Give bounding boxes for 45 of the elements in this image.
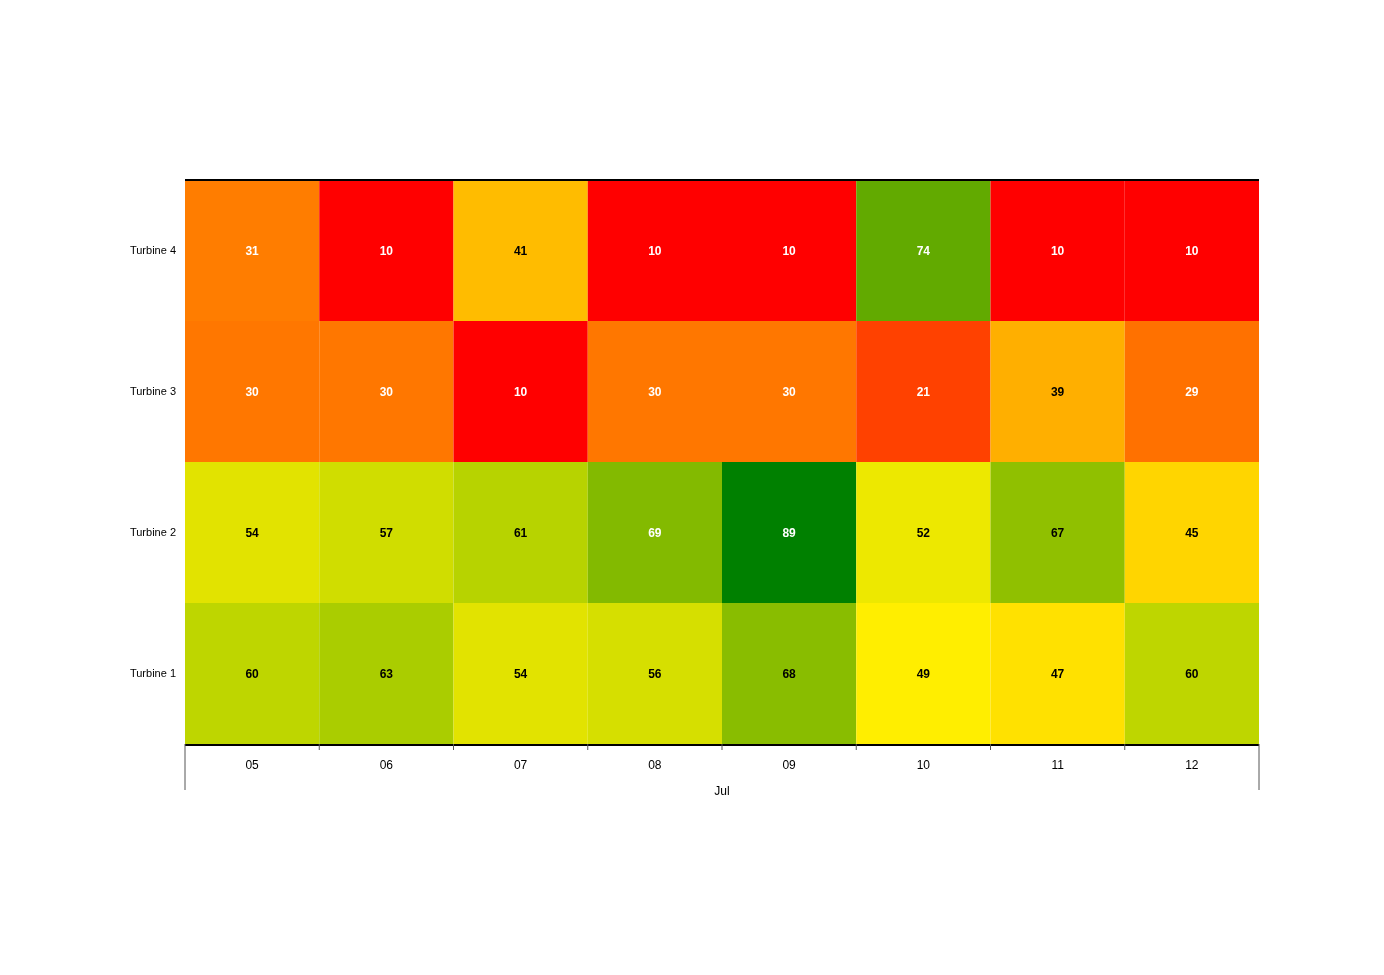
y-tick-label: Turbine 1 — [129, 667, 176, 680]
y-tick-label: Turbine 3 — [129, 385, 176, 398]
data-label: 89 — [782, 525, 797, 540]
x-tick-label: 12 — [1185, 758, 1199, 772]
data-label: 52 — [916, 525, 931, 540]
data-label: 74 — [916, 243, 931, 258]
data-label: 30 — [782, 384, 797, 399]
data-label: 68 — [782, 666, 797, 681]
x-tick-label: 10 — [916, 758, 931, 772]
data-label: 54 — [513, 666, 528, 681]
data-label: 30 — [245, 384, 260, 399]
data-label: 10 — [1050, 243, 1065, 258]
data-label: 61 — [513, 525, 528, 540]
x-tick-label: 08 — [648, 758, 662, 772]
data-label: 10 — [379, 243, 394, 258]
data-label: 10 — [1185, 243, 1199, 258]
data-label: 67 — [1050, 525, 1065, 540]
data-label: 60 — [1185, 666, 1199, 681]
data-label: 10 — [648, 243, 662, 258]
data-label: 69 — [648, 525, 662, 540]
x-axis-title: Jul — [714, 784, 730, 798]
data-label: 49 — [916, 666, 931, 681]
data-label: 21 — [916, 384, 931, 399]
data-label: 30 — [648, 384, 662, 399]
x-tick-label: 06 — [379, 758, 394, 772]
x-tick-label: 11 — [1051, 758, 1065, 772]
x-tick-label: 09 — [782, 758, 797, 772]
data-label: 60 — [245, 666, 260, 681]
data-label: 29 — [1185, 384, 1199, 399]
data-label: 54 — [245, 525, 260, 540]
data-label: 56 — [648, 666, 662, 681]
data-label: 39 — [1050, 384, 1065, 399]
x-tick-label: 05 — [245, 758, 260, 772]
y-tick-label: Turbine 4 — [129, 244, 176, 257]
data-label: 10 — [782, 243, 797, 258]
x-tick-label: 07 — [513, 758, 528, 772]
data-label: 10 — [513, 384, 528, 399]
data-label: 57 — [379, 525, 394, 540]
data-label: 47 — [1050, 666, 1065, 681]
data-label: 30 — [379, 384, 394, 399]
y-tick-label: Turbine 2 — [129, 526, 176, 539]
data-label: 41 — [513, 243, 528, 258]
data-label: 31 — [245, 243, 260, 258]
data-label: 63 — [379, 666, 394, 681]
data-label: 45 — [1185, 525, 1199, 540]
